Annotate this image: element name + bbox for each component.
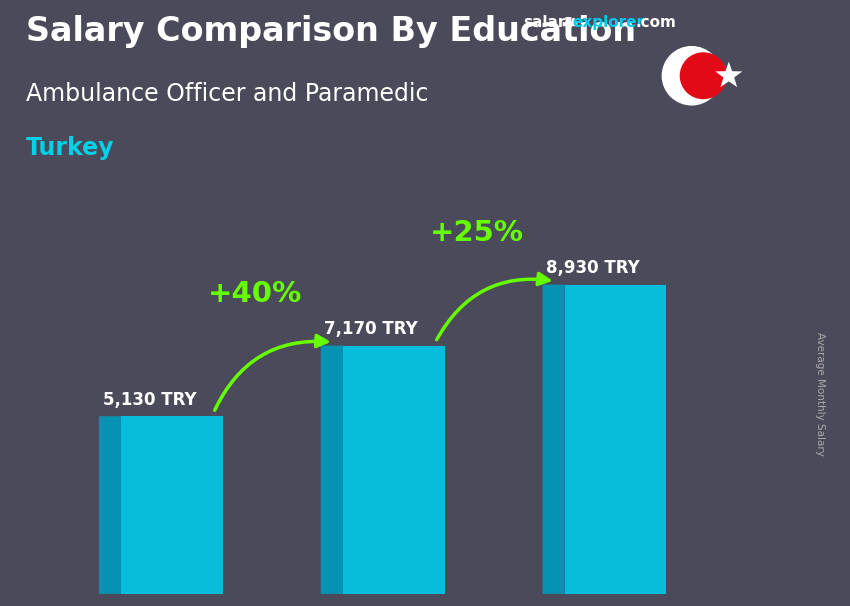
Text: 8,930 TRY: 8,930 TRY xyxy=(547,259,640,277)
Text: Ambulance Officer and Paramedic: Ambulance Officer and Paramedic xyxy=(26,82,428,106)
Polygon shape xyxy=(343,345,445,594)
Polygon shape xyxy=(320,345,343,594)
Text: +25%: +25% xyxy=(430,219,524,247)
Circle shape xyxy=(662,47,721,105)
Text: +40%: +40% xyxy=(208,279,303,308)
Text: Turkey: Turkey xyxy=(26,136,114,161)
Text: 5,130 TRY: 5,130 TRY xyxy=(103,391,196,408)
Text: salary: salary xyxy=(523,15,575,30)
Text: explorer: explorer xyxy=(572,15,644,30)
Text: 7,170 TRY: 7,170 TRY xyxy=(325,320,418,338)
Text: .com: .com xyxy=(636,15,677,30)
Text: Salary Comparison By Education: Salary Comparison By Education xyxy=(26,15,636,48)
Polygon shape xyxy=(716,62,742,87)
Circle shape xyxy=(680,53,727,99)
Polygon shape xyxy=(564,285,666,594)
Polygon shape xyxy=(542,285,564,594)
Polygon shape xyxy=(99,416,121,594)
Text: Average Monthly Salary: Average Monthly Salary xyxy=(815,332,825,456)
Polygon shape xyxy=(121,416,223,594)
